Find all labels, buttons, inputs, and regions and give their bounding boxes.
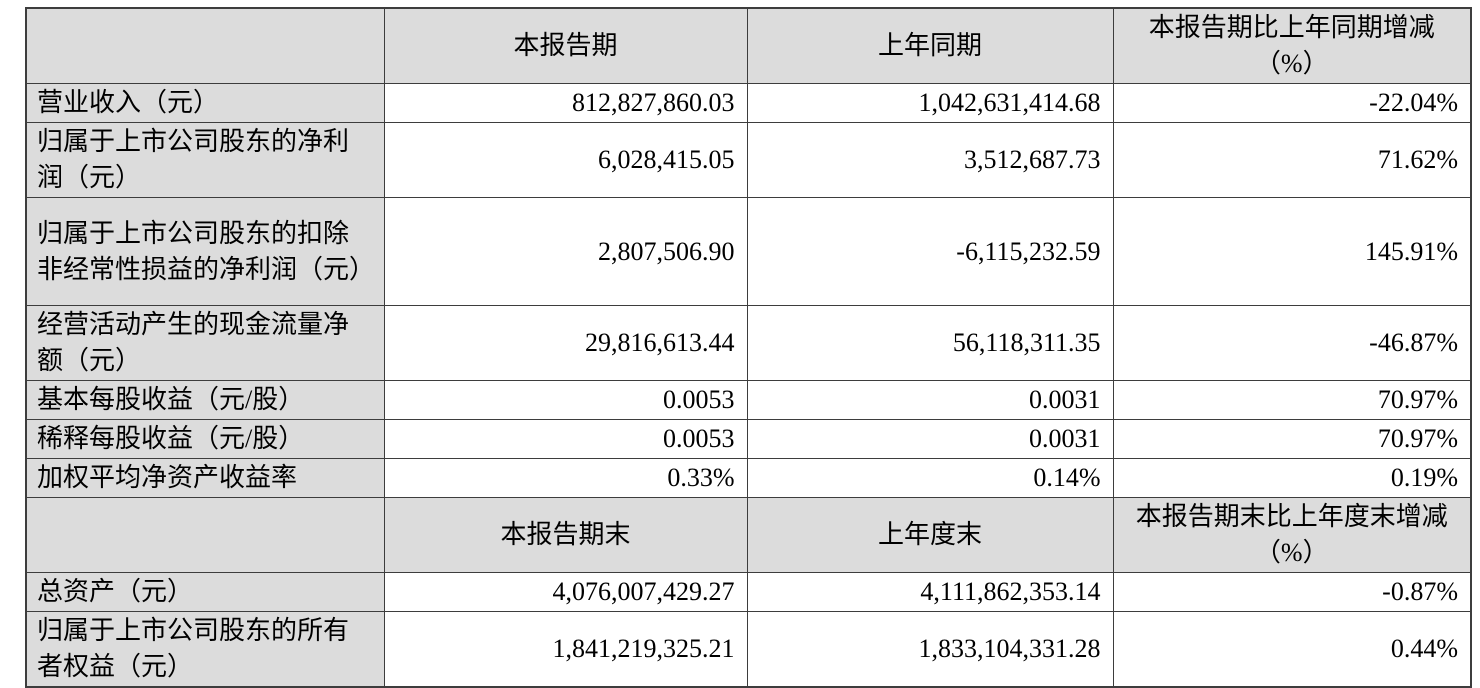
value-cell-prior: 0.14% [746,458,1114,498]
value-cell-change: 70.97% [1112,419,1472,459]
header-row-period-end: 本报告期末 上年度末 本报告期末比上年度末增减（%） [25,497,1472,573]
value-cell-change: 145.91% [1112,197,1472,306]
header-cell-empty [25,497,385,573]
table-row-shareholders-equity: 归属于上市公司股东的所有者权益（元） 1,841,219,325.21 1,83… [25,611,1472,688]
value-cell-current: 0.33% [383,458,748,498]
row-label-cell: 总资产（元） [25,572,385,612]
row-label-cell: 营业收入（元） [25,83,385,123]
value-cell-prior: 0.0031 [746,419,1114,459]
value-cell-current: 6,028,415.05 [383,122,748,198]
value-cell-change: 0.44% [1112,611,1472,688]
value-cell-prior: 56,118,311.35 [746,305,1114,381]
row-label-cell: 归属于上市公司股东的扣除非经常性损益的净利润（元） [25,197,385,306]
value-cell-current: 29,816,613.44 [383,305,748,381]
value-cell-current: 2,807,506.90 [383,197,748,306]
header-cell-empty [25,7,385,84]
value-cell-prior: 0.0031 [746,380,1114,420]
row-label-cell: 归属于上市公司股东的净利润（元） [25,122,385,198]
table-row-basic-eps: 基本每股收益（元/股） 0.0053 0.0031 70.97% [25,380,1472,420]
header-row-current-period: 本报告期 上年同期 本报告期比上年同期增减（%） [25,7,1472,84]
value-cell-prior: -6,115,232.59 [746,197,1114,306]
header-cell-current-period: 本报告期 [383,7,748,84]
value-cell-prior: 1,042,631,414.68 [746,83,1114,123]
header-cell-change-pct: 本报告期比上年同期增减（%） [1112,7,1472,84]
value-cell-prior: 3,512,687.73 [746,122,1114,198]
value-cell-current: 4,076,007,429.27 [383,572,748,612]
table-row-operating-cash-flow: 经营活动产生的现金流量净额（元） 29,816,613.44 56,118,31… [25,305,1472,381]
row-label-cell: 稀释每股收益（元/股） [25,419,385,459]
header-cell-period-end-change-pct: 本报告期末比上年度末增减（%） [1112,497,1472,573]
table-row-total-assets: 总资产（元） 4,076,007,429.27 4,111,862,353.14… [25,572,1472,612]
value-cell-current: 812,827,860.03 [383,83,748,123]
row-label-cell: 经营活动产生的现金流量净额（元） [25,305,385,381]
table-row-net-profit-excl-nonrecurring: 归属于上市公司股东的扣除非经常性损益的净利润（元） 2,807,506.90 -… [25,197,1472,306]
table-row-net-profit: 归属于上市公司股东的净利润（元） 6,028,415.05 3,512,687.… [25,122,1472,198]
row-label-cell: 归属于上市公司股东的所有者权益（元） [25,611,385,688]
row-label-cell: 基本每股收益（元/股） [25,380,385,420]
value-cell-change: 71.62% [1112,122,1472,198]
value-cell-current: 0.0053 [383,419,748,459]
financial-summary-table: 本报告期 上年同期 本报告期比上年同期增减（%） 营业收入（元） 812,827… [25,7,1472,688]
value-cell-prior: 4,111,862,353.14 [746,572,1114,612]
table-row-weighted-avg-roe: 加权平均净资产收益率 0.33% 0.14% 0.19% [25,458,1472,498]
financial-summary-table-wrap: 本报告期 上年同期 本报告期比上年同期增减（%） 营业收入（元） 812,827… [25,7,1472,688]
value-cell-current: 1,841,219,325.21 [383,611,748,688]
header-cell-prior-period: 上年同期 [746,7,1114,84]
table-row-diluted-eps: 稀释每股收益（元/股） 0.0053 0.0031 70.97% [25,419,1472,459]
value-cell-prior: 1,833,104,331.28 [746,611,1114,688]
header-cell-prior-year-end: 上年度末 [746,497,1114,573]
value-cell-change: -22.04% [1112,83,1472,123]
value-cell-change: 70.97% [1112,380,1472,420]
value-cell-current: 0.0053 [383,380,748,420]
row-label-cell: 加权平均净资产收益率 [25,458,385,498]
header-cell-period-end: 本报告期末 [383,497,748,573]
value-cell-change: -46.87% [1112,305,1472,381]
value-cell-change: 0.19% [1112,458,1472,498]
table-row-operating-revenue: 营业收入（元） 812,827,860.03 1,042,631,414.68 … [25,83,1472,123]
value-cell-change: -0.87% [1112,572,1472,612]
